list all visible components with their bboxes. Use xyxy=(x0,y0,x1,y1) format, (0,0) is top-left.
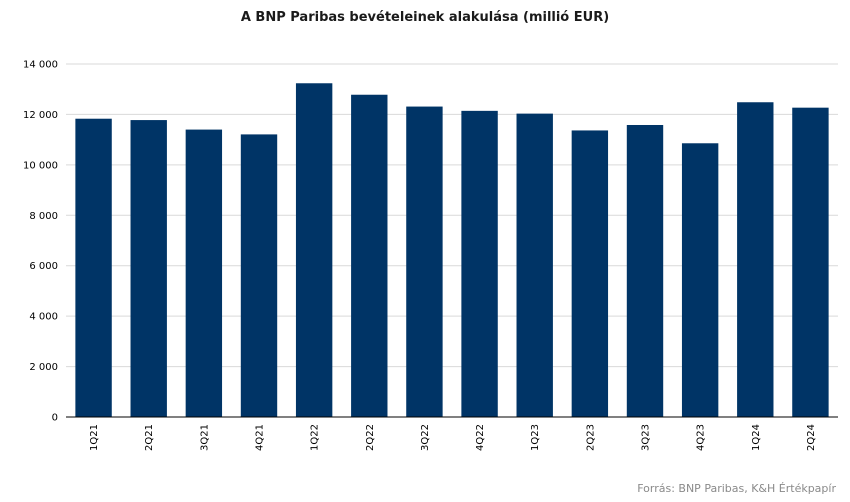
x-tick-label: 4Q22 xyxy=(475,424,486,451)
bar-1Q22 xyxy=(295,83,333,417)
y-tick-label: 8 000 xyxy=(29,211,58,222)
bar-2Q21 xyxy=(130,120,167,417)
x-tick-label: 2Q21 xyxy=(144,424,155,451)
bar-1Q23 xyxy=(516,113,553,418)
x-tick-label: 1Q24 xyxy=(751,424,762,451)
x-tick-label: 2Q24 xyxy=(806,424,817,451)
bar-4Q21 xyxy=(240,134,278,417)
x-tick-label: 3Q22 xyxy=(420,424,431,451)
bar-4Q22 xyxy=(461,110,498,417)
y-tick-label: 14 000 xyxy=(23,60,58,71)
x-tick-label: 3Q21 xyxy=(199,424,210,451)
bar-2Q22 xyxy=(351,94,388,418)
x-tick-label: 2Q22 xyxy=(365,424,376,451)
y-tick-label: 2 000 xyxy=(29,362,58,373)
x-axis-ticks: 1Q21 2Q21 3Q21 4Q21 1Q22 2Q22 3Q22 4Q22 1Q23 2Q23… xyxy=(89,424,817,451)
bar-1Q21 xyxy=(75,118,112,417)
gridlines xyxy=(66,63,838,368)
x-tick-label: 3Q23 xyxy=(641,424,652,451)
bar-3Q22 xyxy=(406,106,443,418)
x-tick-label: 1Q21 xyxy=(89,424,100,451)
x-tick-label: 1Q22 xyxy=(310,424,321,451)
bar-4Q23 xyxy=(681,143,719,417)
bar-1Q24 xyxy=(737,102,774,418)
bar-3Q21 xyxy=(185,129,223,418)
x-tick-label: 4Q21 xyxy=(255,424,266,451)
y-axis-ticks: 0 2 000 4 000 6 000 8 000 10 000 12 000 14 000 xyxy=(23,60,58,424)
y-tick-label: 0 xyxy=(52,413,58,424)
y-tick-label: 10 000 xyxy=(23,160,58,171)
x-tick-label: 4Q23 xyxy=(696,424,707,451)
chart-title: A BNP Paribas bevételeinek alakulása (mi… xyxy=(240,10,610,25)
source-note: Forrás: BNP Paribas, K&H Értékpapír xyxy=(637,482,836,495)
y-tick-label: 4 000 xyxy=(29,312,58,323)
x-tick-label: 1Q23 xyxy=(530,424,541,451)
y-tick-label: 6 000 xyxy=(29,261,58,272)
bars xyxy=(75,83,829,418)
bar-3Q23 xyxy=(626,124,664,418)
y-tick-label: 12 000 xyxy=(23,110,58,121)
bar-2Q23 xyxy=(571,130,609,417)
bar-2Q24 xyxy=(792,107,829,417)
x-tick-label: 2Q23 xyxy=(585,424,596,451)
